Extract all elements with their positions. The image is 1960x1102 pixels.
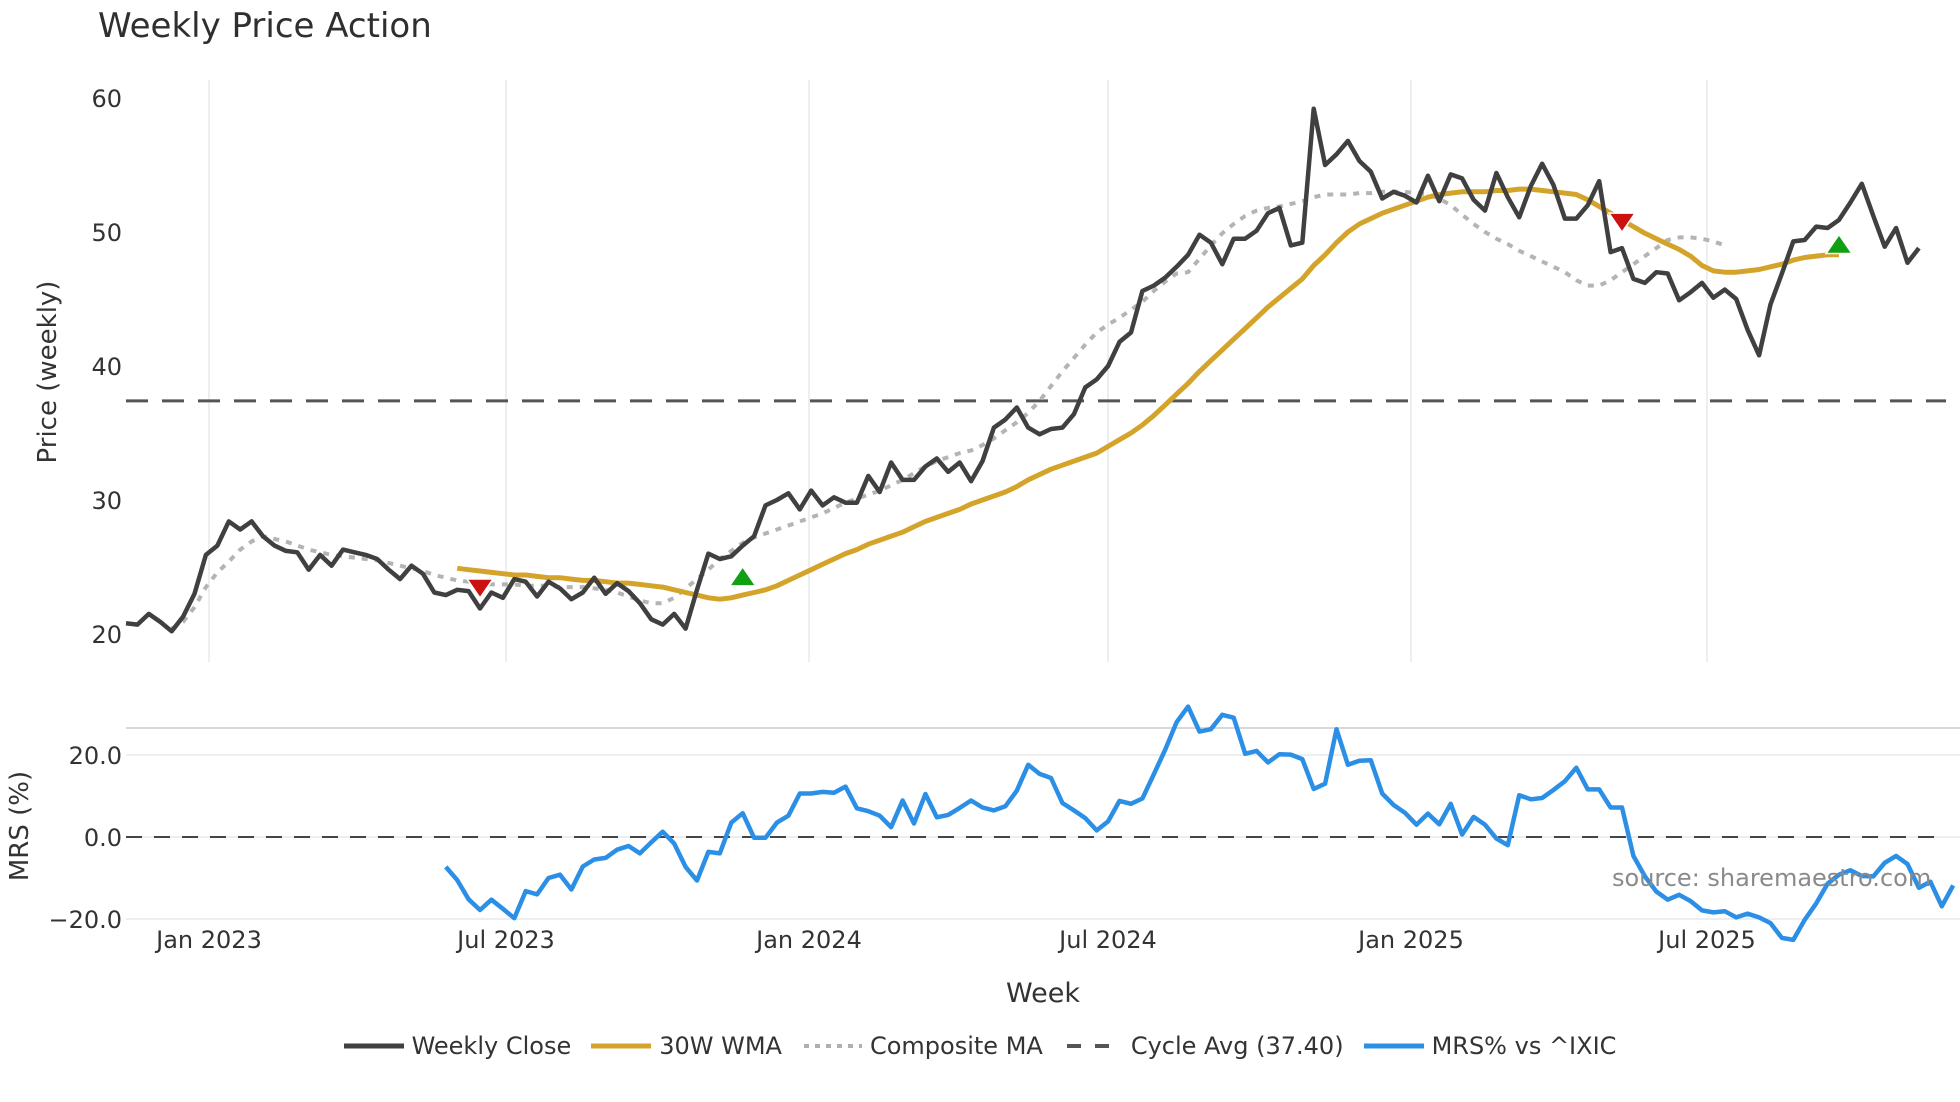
legend-label: Weekly Close — [411, 1032, 572, 1060]
series-mrs — [444, 704, 1956, 943]
legend-item-30w-wma[interactable]: 30W WMA — [591, 1032, 782, 1060]
solid-line-swatch-icon — [343, 1039, 404, 1053]
chart-legend: Weekly Close 30W WMA Composite MA Cycle … — [0, 1032, 1960, 1060]
buy-signal-icon — [728, 565, 758, 587]
y-tick-label: 20.0 — [69, 742, 122, 770]
mrs-y-axis-ticks: −20.0 0.0 20.0 — [48, 742, 122, 934]
series-weekly-close — [125, 106, 1921, 634]
price-y-axis-ticks: 20 30 40 50 60 — [91, 85, 122, 649]
x-axis-label: Week — [1006, 978, 1080, 1009]
legend-label: 30W WMA — [659, 1032, 782, 1060]
source-watermark: source: sharemaestro.com — [1612, 864, 1932, 892]
y-tick-label: 50 — [91, 219, 122, 247]
solid-line-swatch-icon — [1363, 1039, 1424, 1053]
legend-label: Cycle Avg (37.40) — [1130, 1032, 1344, 1060]
legend-item-weekly-close[interactable]: Weekly Close — [343, 1032, 572, 1060]
y-tick-label: 20 — [91, 621, 122, 649]
x-tick-label: Jul 2025 — [1656, 926, 1756, 954]
y-tick-label: 0.0 — [84, 824, 122, 852]
price-y-axis-label: Price (weekly) — [33, 281, 63, 464]
x-tick-label: Jan 2023 — [154, 926, 262, 954]
x-tick-label: Jan 2025 — [1356, 926, 1464, 954]
dotted-line-swatch-icon — [802, 1039, 862, 1053]
y-tick-label: 30 — [91, 487, 122, 515]
mrs-y-axis-label: MRS (%) — [5, 771, 35, 881]
x-tick-label: Jul 2023 — [455, 926, 555, 954]
price-series-lines — [125, 106, 1921, 634]
series-30w-wma — [456, 186, 1839, 602]
dashed-line-swatch-icon — [1063, 1039, 1123, 1053]
signal-markers — [465, 212, 1854, 600]
sell-signal-icon — [1607, 212, 1637, 234]
price-pane-gridlines — [208, 80, 1708, 662]
x-axis-ticks: Jan 2023 Jul 2023 Jan 2024 Jul 2024 Jan 2025… — [154, 926, 1756, 954]
legend-item-mrs[interactable]: MRS% vs ^IXIC — [1363, 1032, 1617, 1060]
mrs-series-line — [444, 704, 1956, 943]
legend-item-composite-ma[interactable]: Composite MA — [802, 1032, 1043, 1060]
mrs-pane-gridlines — [126, 754, 1960, 920]
y-tick-label: 60 — [91, 85, 122, 113]
y-tick-label: 40 — [91, 353, 122, 381]
solid-line-swatch-icon — [591, 1039, 652, 1053]
y-tick-label: −20.0 — [48, 906, 122, 934]
buy-signal-icon — [1824, 233, 1854, 255]
x-tick-label: Jul 2024 — [1057, 926, 1157, 954]
series-composite-ma — [170, 189, 1726, 631]
legend-item-cycle-avg[interactable]: Cycle Avg (37.40) — [1063, 1032, 1344, 1060]
sell-signal-icon — [465, 578, 495, 600]
legend-label: Composite MA — [869, 1032, 1043, 1060]
legend-label: MRS% vs ^IXIC — [1431, 1032, 1617, 1060]
chart-title: Weekly Price Action — [98, 6, 432, 46]
x-tick-label: Jan 2024 — [754, 926, 862, 954]
